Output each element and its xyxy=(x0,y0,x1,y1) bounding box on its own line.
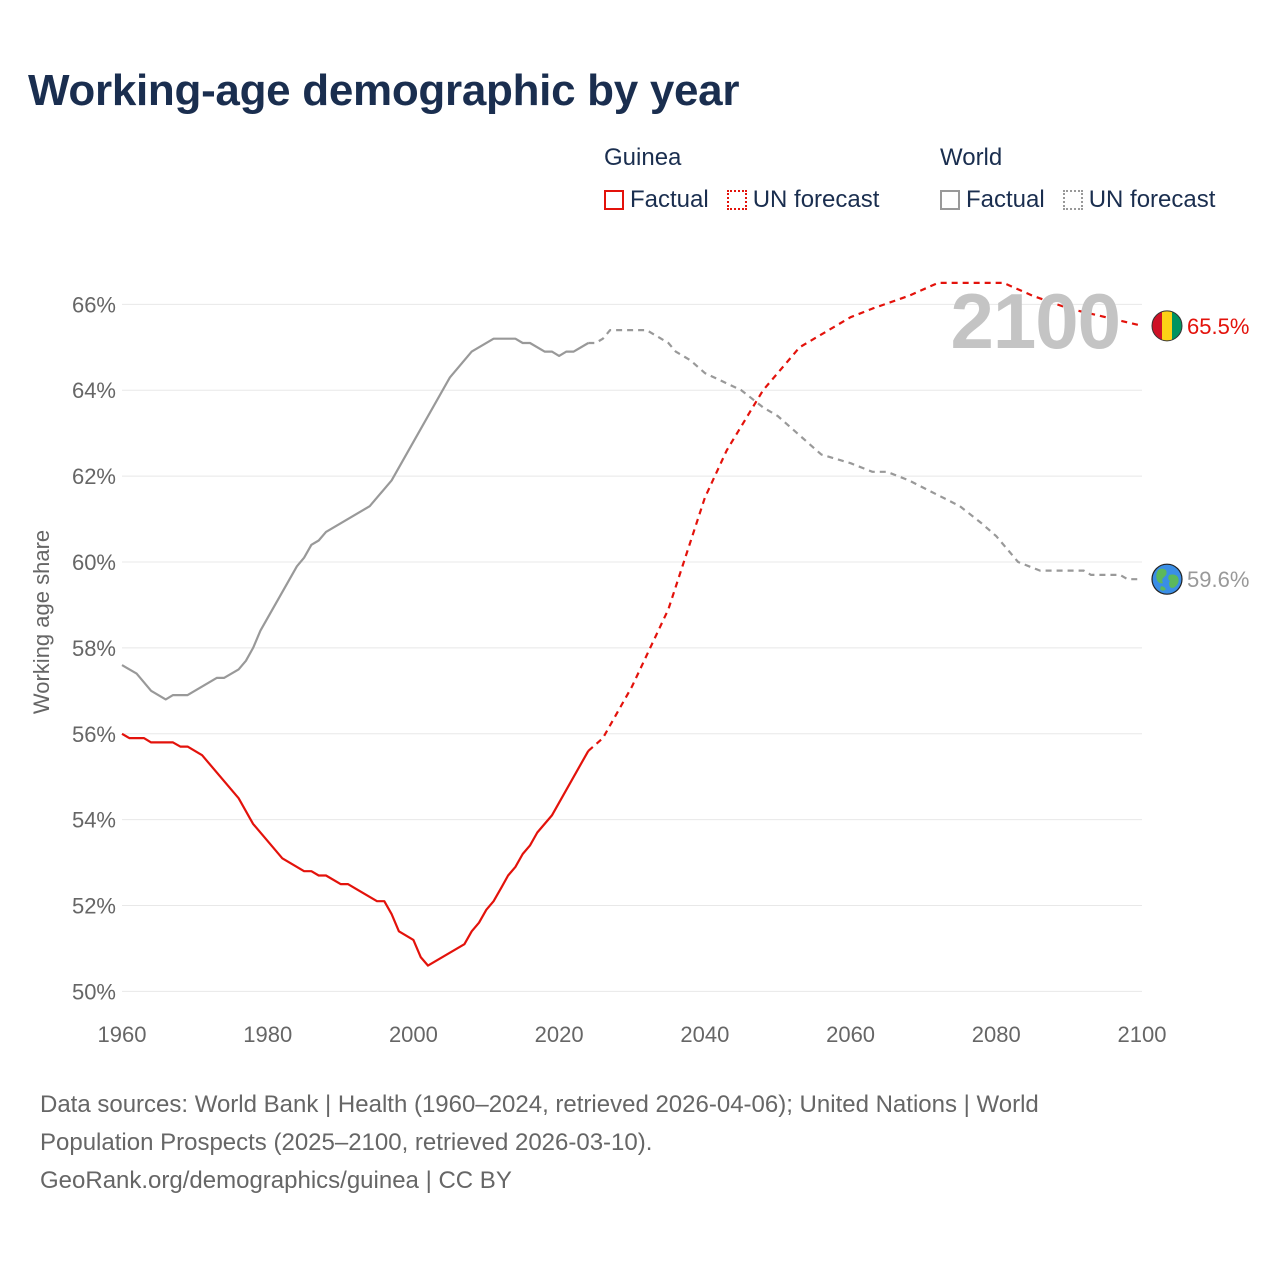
legend-guinea-factual[interactable]: Factual xyxy=(604,186,709,214)
globe-land xyxy=(1156,568,1167,584)
legend-guinea-factual-label: Factual xyxy=(630,186,709,213)
guinea-forecast-line xyxy=(587,281,1143,752)
footer: Data sources: World Bank | Health (1960–… xyxy=(40,1086,1190,1200)
x-tick-label: 1960 xyxy=(98,1022,147,1047)
flag-stripe xyxy=(1152,310,1163,341)
globe-icon xyxy=(1151,563,1183,595)
y-tick-label: 64% xyxy=(72,378,116,403)
x-tick-label: 2020 xyxy=(535,1022,584,1047)
world-end-label: 59.6% xyxy=(1187,567,1249,592)
x-tick-label: 2080 xyxy=(972,1022,1021,1047)
footer-sources-line2: Population Prospects (2025–2100, retriev… xyxy=(40,1129,653,1156)
legend-world-factual-label: Factual xyxy=(966,186,1045,213)
world-factual-line xyxy=(121,337,589,701)
current-year-watermark: 2100 xyxy=(950,277,1121,365)
x-tick-label: 1980 xyxy=(243,1022,292,1047)
legend-world-forecast-label: UN forecast xyxy=(1088,186,1216,213)
legend-guinea-forecast[interactable]: UN forecast xyxy=(726,186,880,214)
legend-guinea-factual-swatch xyxy=(604,190,624,210)
flag-outline xyxy=(1151,310,1183,342)
guinea-end-label: 65.5% xyxy=(1187,314,1249,339)
footer-sources-line1: Data sources: World Bank | Health (1960–… xyxy=(40,1091,1039,1118)
x-tick-label: 2060 xyxy=(826,1022,875,1047)
chart-title: Working-age demographic by year xyxy=(28,66,740,115)
y-tick-label: 62% xyxy=(72,464,116,489)
y-tick-label: 50% xyxy=(72,979,116,1004)
footer-credit[interactable]: GeoRank.org/demographics/guinea | CC BY xyxy=(40,1167,512,1194)
legend-world-label: World xyxy=(940,144,1003,171)
legend-guinea-forecast-label: UN forecast xyxy=(752,186,880,213)
y-tick-label: 60% xyxy=(72,550,116,575)
legend-guinea-forecast-swatch xyxy=(726,190,747,210)
world-forecast-line xyxy=(588,329,1142,581)
y-tick-label: 58% xyxy=(72,636,116,661)
x-tick-label: 2100 xyxy=(1118,1022,1167,1047)
flag-stripe xyxy=(1172,310,1182,341)
guinea-flag-icon xyxy=(1151,310,1183,342)
y-tick-label: 52% xyxy=(72,894,116,919)
globe-land xyxy=(1160,586,1166,591)
y-tick-label: 56% xyxy=(72,722,116,747)
legend-world-forecast-swatch xyxy=(1062,190,1083,210)
x-tick-label: 2040 xyxy=(680,1022,729,1047)
x-tick-label: 2000 xyxy=(389,1022,438,1047)
legend-world: World Factual UN forecast xyxy=(940,144,1233,214)
flag-stripe xyxy=(1162,310,1173,341)
guinea-factual-line xyxy=(121,732,590,967)
line-chart: 50% 52% 54% 56% 58% 60% 62% 64% 66% 1960 1980 2000 2… xyxy=(72,281,1249,1047)
legend-guinea-label: Guinea xyxy=(604,144,682,171)
globe-land xyxy=(1168,574,1179,588)
legend-world-forecast[interactable]: UN forecast xyxy=(1062,186,1216,214)
legend-guinea: Guinea Factual UN forecast xyxy=(604,144,897,214)
legend-world-factual-swatch xyxy=(940,190,960,210)
legend-world-factual[interactable]: Factual xyxy=(940,186,1045,214)
y-tick-label: 54% xyxy=(72,808,116,833)
y-tick-label: 66% xyxy=(72,292,116,317)
